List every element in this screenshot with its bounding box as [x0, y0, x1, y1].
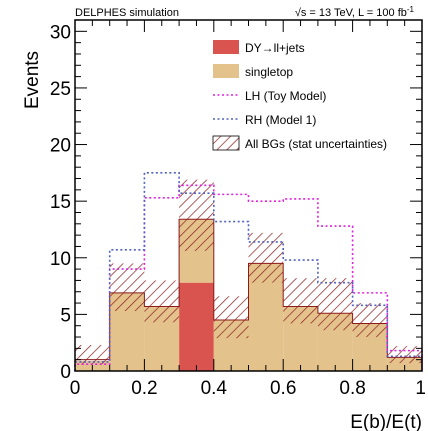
y-tick-label: 25: [50, 79, 71, 100]
y-axis-title: Events: [22, 51, 43, 109]
top-right-label: √s = 13 TeV, L = 100 fb-1: [295, 5, 415, 19]
x-tick-label: 0: [70, 378, 81, 399]
legend-lh: LH (Toy Model): [213, 89, 326, 103]
uncertainty-band-bin-8: [352, 303, 388, 338]
y-tick-label: 15: [50, 192, 71, 213]
legend-allbg-swatch: [212, 135, 240, 151]
y-tick-label: 10: [50, 249, 71, 270]
legend-singletop-label: singletop: [245, 65, 293, 79]
plot-area: [74, 172, 423, 371]
uncertainty-band-bin-2: [144, 280, 180, 323]
uncertainty-band-bin-3: [179, 179, 214, 251]
y-tick-labels: 0 5 10 15 20 25 30: [50, 22, 71, 383]
legend-dy-swatch: [213, 40, 239, 54]
uncertainty-band-bin-7: [317, 278, 353, 331]
x-tick-labels: 0 0.2 0.4 0.6 0.8 1: [70, 378, 426, 399]
legend-singletop-swatch: [213, 64, 239, 78]
legend-allbg-label: All BGs (stat uncertainties): [245, 137, 387, 151]
x-tick-label: 0.2: [131, 378, 157, 399]
legend-allbg: All BGs (stat uncertainties): [212, 135, 387, 151]
legend-dy: DY→ll+jets: [213, 40, 305, 55]
y-tick-label: 20: [50, 136, 71, 157]
lumi-exponent: -1: [407, 5, 415, 14]
bar-dy-bin-3: [179, 282, 214, 371]
x-tick-label: 1: [415, 378, 426, 399]
uncertainty-band-bin-5: [248, 232, 284, 283]
legend-rh-label: RH (Model 1): [245, 113, 316, 127]
y-tick-label: 0: [60, 362, 71, 383]
uncertainty-band-bin-6: [283, 278, 318, 324]
x-tick-label: 0.4: [201, 378, 228, 399]
energy-lumi-text: √s = 13 TeV, L = 100 fb: [295, 7, 407, 19]
legend-dy-label: DY→ll+jets: [245, 41, 305, 55]
rh-model1-line: [74, 172, 423, 371]
legend-rh: RH (Model 1): [213, 113, 316, 127]
axis-ticks: [74, 19, 423, 372]
lh-toy-model-line: [74, 184, 423, 371]
y-tick-label: 30: [50, 22, 71, 43]
uncertainty-band-bin-1: [109, 263, 145, 311]
x-tick-label: 0.6: [270, 378, 296, 399]
top-left-label: DELPHES simulation: [75, 7, 179, 19]
y-tick-label: 5: [60, 305, 71, 326]
bg-total-line: [75, 218, 422, 361]
legend-singletop: singletop: [213, 64, 293, 79]
x-axis-title: E(b)/E(t): [350, 412, 422, 431]
x-tick-label: 0.8: [339, 378, 365, 399]
legend: DY→ll+jets singletop LH (Toy Model) RH (Mod…: [212, 40, 387, 151]
legend-lh-label: LH (Toy Model): [245, 89, 326, 103]
uncertainty-band-bin-4: [213, 296, 249, 339]
